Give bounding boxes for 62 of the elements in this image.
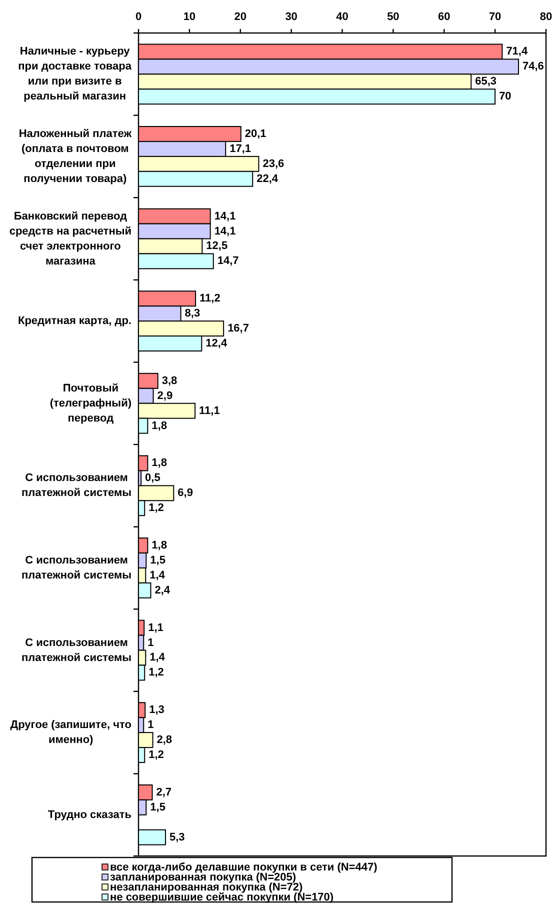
data-label: 5,3 [169,831,185,844]
y-tick-label: Наличные - курьеру при доставке товара или при визите в реальный магазин [18,46,132,103]
data-label: 6,9 [178,487,193,500]
data-label: 1 [148,636,154,649]
x-tick-label: 20 [234,11,246,23]
data-label: 1,2 [148,666,164,679]
legend-label: незапланированная покупка (N=72) [110,882,303,894]
data-label: 8,3 [184,308,200,320]
y-tick-label: С использованием платежной системы [22,636,132,664]
data-label: 1,2 [148,748,164,761]
data-label: 70 [499,90,512,103]
data-label: 11,2 [200,292,220,305]
data-label: 14,1 [214,225,236,238]
data-label: 1,5 [150,554,166,566]
legend-label: запланированная покупка (N=205) [110,872,296,884]
legend-label: все когда-либо делавшие покупки в сети (N=447) [110,862,378,874]
data-label: 1,1 [148,622,164,634]
data-label: 2,8 [156,734,172,746]
y-tick-label: Почтовый (телеграфный) перевод [50,382,132,424]
data-label: 1,4 [150,652,166,664]
data-label: 65,3 [475,76,497,88]
data-label: 1 [148,719,154,732]
data-label: 1,2 [148,502,164,514]
data-label: 1,4 [150,569,166,582]
data-label: 1,8 [152,540,167,552]
data-label: 20,1 [244,128,266,140]
y-tick-label: С использованием платежной системы [22,554,132,582]
data-label: 1,5 [150,801,166,814]
data-label: 17,1 [230,142,252,155]
x-tick-label: 30 [285,11,298,23]
y-tick-label: Кредитная карта, др. [18,315,132,328]
data-label: 22,4 [256,172,279,185]
data-label: 71,4 [506,46,528,58]
data-label: 2,9 [157,390,173,402]
data-label: 16,7 [228,322,249,335]
y-tick-label: Банковский перевод средств на расчетный счет электронного магазина [9,210,132,268]
legend-label: не совершившие сейчас покупки (N=170) [110,892,334,904]
data-label: 14,1 [214,210,236,222]
data-label: 2,4 [154,584,171,596]
data-label: 14,7 [217,255,239,268]
x-tick-label: 40 [336,11,348,23]
data-label: 12,5 [206,240,228,252]
x-tick-label: 10 [183,11,196,23]
data-label: 1,3 [149,704,164,716]
data-label: 23,6 [262,158,284,170]
y-tick-label: Наложенный платеж (оплата в почтовом отделении при получении товара) [18,128,132,185]
x-tick-label: 60 [438,11,450,23]
data-label: 0,5 [145,472,160,484]
y-tick-label: Трудно сказать [48,808,132,821]
data-label: 1,8 [152,457,167,470]
data-label: 1,8 [152,420,167,432]
y-tick-label: С использованием платежной системы [22,472,132,500]
data-label: 12,4 [206,337,228,350]
x-tick-label: 0 [135,11,142,23]
data-label: 11,1 [199,404,220,417]
x-tick-label: 50 [387,11,400,23]
y-tick-label: Другое (запишите, что именно) [10,719,132,746]
data-label: 3,8 [162,374,178,387]
data-label: 2,7 [156,786,172,798]
x-tick-label: 70 [488,11,502,23]
data-label: 74,6 [522,60,544,73]
x-tick-label: 80 [540,11,552,23]
